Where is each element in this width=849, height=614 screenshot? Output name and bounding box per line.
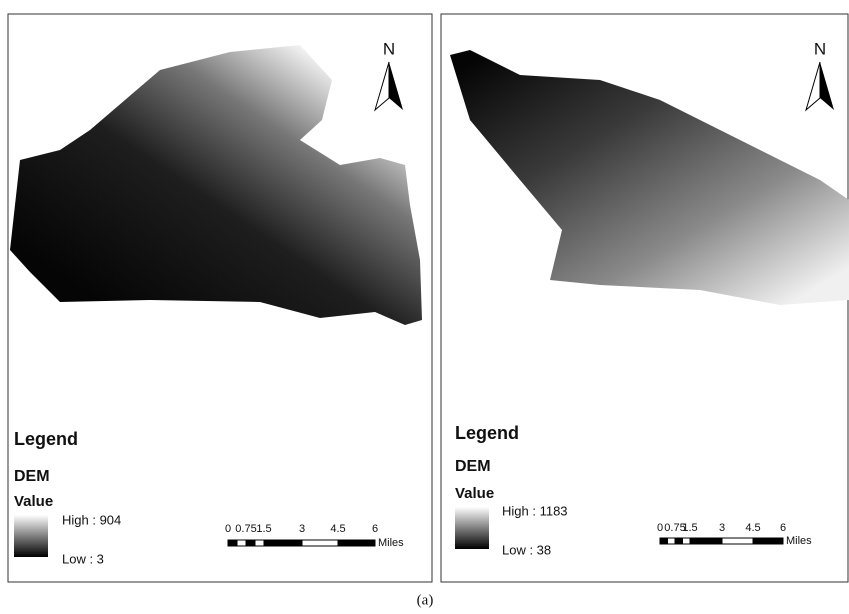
scale-label: 4.5 [745, 522, 760, 534]
legend-low: Low : 3 [62, 551, 104, 566]
legend-low: Low : 38 [502, 542, 551, 557]
map-frame [7, 13, 433, 583]
north-label: N [383, 39, 395, 58]
scale-label: 1.5 [682, 522, 697, 534]
legend-ramp [14, 515, 48, 557]
north-arrow [805, 61, 821, 112]
north-arrow [820, 62, 834, 110]
legend-high: High : 1183 [502, 503, 568, 518]
scale-label: 3 [299, 523, 305, 535]
scale-label: 3 [719, 522, 725, 534]
legend-ramp [455, 507, 489, 549]
legend-title: Legend [455, 423, 519, 443]
north-label: N [814, 39, 826, 58]
legend-layer: DEM [14, 468, 50, 485]
scale-label: 6 [780, 522, 786, 534]
legend-field: Value [14, 493, 53, 510]
scale-segment [667, 537, 676, 545]
north-arrow [389, 62, 403, 110]
scale-label: 6 [372, 523, 378, 535]
legend-high: High : 904 [62, 512, 121, 527]
scale-segment [236, 539, 247, 547]
scale-unit: Miles [378, 537, 404, 549]
scale-segment [674, 537, 683, 545]
caption: (a) [417, 592, 434, 608]
scale-segment [721, 537, 754, 545]
north-arrow [374, 61, 390, 112]
scale-label: 1.5 [256, 523, 271, 535]
scale-label: 0 [657, 522, 663, 534]
scale-label: 0 [225, 523, 231, 535]
dem-raster [10, 45, 422, 325]
scale-segment [245, 539, 256, 547]
legend-title: Legend [14, 429, 78, 449]
scale-label: 0.75 [235, 523, 256, 535]
dem-raster [450, 50, 849, 305]
scale-segment [254, 539, 265, 547]
scale-segment [689, 537, 723, 545]
scale-segment [337, 539, 376, 547]
scale-segment [227, 539, 238, 547]
scale-segment [659, 537, 668, 545]
scale-label: 4.5 [330, 523, 345, 535]
scale-unit: Miles [786, 535, 812, 547]
scale-segment [263, 539, 303, 547]
scale-segment [301, 539, 339, 547]
legend-layer: DEM [455, 458, 491, 475]
legend-field: Value [455, 485, 494, 502]
scale-segment [682, 537, 691, 545]
scale-label: 0.75 [664, 522, 685, 534]
scale-segment [752, 537, 784, 545]
